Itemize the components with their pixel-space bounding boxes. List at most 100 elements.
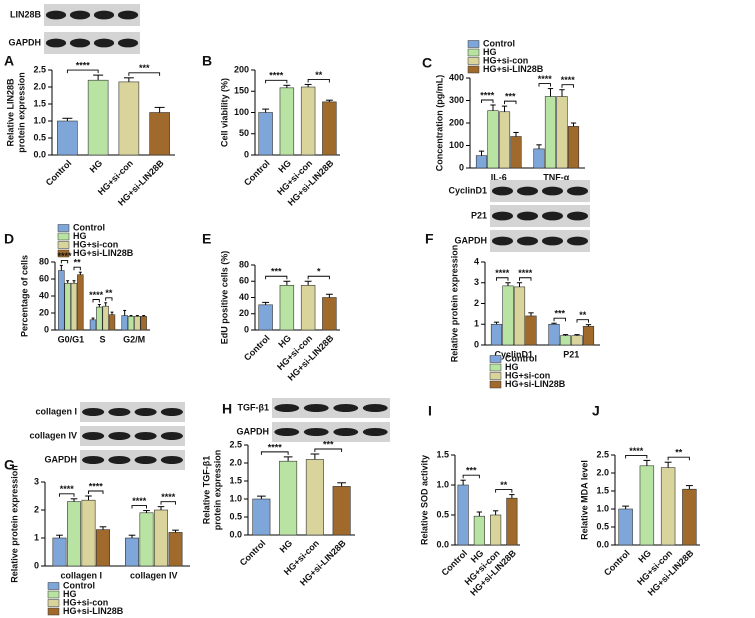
x-tick-label: G0/G1 bbox=[58, 334, 85, 344]
error-bar bbox=[304, 280, 312, 286]
y-tick-label: 0 bbox=[244, 149, 249, 159]
error-bar bbox=[62, 117, 73, 121]
y-tick-label: 150 bbox=[234, 86, 249, 96]
y-tick-label: 60 bbox=[39, 273, 49, 283]
significance-label: *** bbox=[554, 309, 565, 319]
bar bbox=[102, 305, 109, 331]
error-bar bbox=[154, 106, 165, 113]
significance-label: **** bbox=[161, 492, 176, 502]
bar bbox=[67, 501, 81, 567]
legend-label: HG bbox=[505, 362, 519, 372]
y-tick-label: 0 bbox=[244, 324, 249, 334]
error-bar bbox=[685, 485, 693, 490]
y-tick-label: 80 bbox=[39, 256, 49, 266]
bar bbox=[300, 285, 316, 331]
significance-bracket bbox=[307, 79, 330, 83]
blot-band bbox=[160, 432, 183, 440]
panel-letter: I bbox=[428, 403, 432, 419]
error-bar bbox=[143, 510, 150, 513]
panel-letter: G bbox=[4, 457, 15, 473]
significance-bracket bbox=[160, 501, 176, 505]
error-bar bbox=[72, 280, 76, 284]
significance-bracket bbox=[504, 100, 517, 105]
bar bbox=[487, 110, 499, 169]
bar bbox=[127, 316, 135, 331]
error-bar bbox=[262, 108, 270, 113]
y-tick-label: 2.5 bbox=[596, 449, 609, 459]
significance-label: **** bbox=[629, 446, 644, 456]
y-tick-label: 0.5 bbox=[596, 521, 609, 531]
blot-strip bbox=[272, 398, 390, 418]
significance-bracket bbox=[73, 266, 81, 271]
legend-label: Control bbox=[505, 353, 537, 363]
legend-swatch bbox=[467, 48, 480, 57]
bar bbox=[258, 304, 273, 331]
y-tick-label: 0.0 bbox=[33, 149, 46, 159]
error-bar bbox=[85, 495, 92, 501]
legend-swatch bbox=[57, 232, 70, 241]
error-bar bbox=[501, 105, 508, 112]
y-tick-label: 100 bbox=[234, 107, 249, 117]
y-tick-label: 1.0 bbox=[596, 503, 609, 513]
y-tick-label: 0.5 bbox=[33, 132, 46, 142]
significance-label: *** bbox=[505, 92, 516, 102]
error-bar bbox=[585, 324, 592, 327]
blot-label: GAPDH bbox=[44, 454, 77, 464]
significance-bracket bbox=[519, 277, 532, 281]
significance-label: ** bbox=[74, 258, 82, 268]
bar bbox=[525, 315, 537, 346]
bar bbox=[332, 486, 351, 536]
error-bar bbox=[551, 322, 557, 325]
bar bbox=[52, 537, 67, 567]
bar bbox=[490, 514, 502, 546]
significance-bracket bbox=[131, 505, 147, 509]
blot-band bbox=[117, 38, 139, 48]
legend-swatch bbox=[57, 241, 70, 249]
error-bar bbox=[337, 482, 346, 487]
bar bbox=[322, 101, 337, 156]
panel-letter: A bbox=[4, 53, 14, 69]
bar bbox=[473, 515, 485, 546]
bar bbox=[154, 509, 168, 567]
blot-band bbox=[333, 428, 359, 436]
x-tick-label: Control bbox=[242, 158, 272, 188]
bar bbox=[502, 285, 514, 346]
x-tick-label: Control bbox=[602, 548, 632, 578]
bar bbox=[258, 112, 273, 156]
x-tick-label: Control bbox=[238, 538, 268, 568]
y-axis-label: Percentage of cells bbox=[19, 255, 29, 337]
error-bar bbox=[536, 144, 542, 149]
panel-letter: D bbox=[4, 231, 14, 247]
y-axis-label: Relative protein expression bbox=[9, 465, 19, 583]
y-tick-label: 40 bbox=[239, 292, 249, 302]
y-axis-label: Relative MDA level bbox=[579, 460, 589, 540]
x-tick-label: P21 bbox=[563, 349, 579, 359]
bar bbox=[660, 467, 676, 546]
x-tick-label: Control bbox=[242, 333, 272, 363]
y-tick-label: 20 bbox=[239, 308, 249, 318]
error-bar bbox=[142, 315, 146, 317]
significance-bracket bbox=[105, 297, 113, 301]
y-tick-label: 100 bbox=[449, 140, 464, 150]
legend-swatch bbox=[489, 372, 502, 380]
legend-label: HG+si-LIN28B bbox=[483, 64, 544, 74]
error-bar bbox=[135, 315, 139, 317]
significance-label: **** bbox=[480, 90, 495, 100]
blot-label: GAPDH bbox=[8, 37, 41, 47]
legend-swatch bbox=[467, 65, 480, 74]
significance-bracket bbox=[553, 317, 566, 322]
error-bar bbox=[157, 506, 165, 510]
bar bbox=[475, 155, 488, 169]
panel-letter: B bbox=[202, 53, 212, 69]
y-tick-label: 2.0 bbox=[229, 457, 242, 467]
bar bbox=[457, 484, 469, 546]
y-tick-label: 2.0 bbox=[596, 467, 609, 477]
error-bar bbox=[310, 453, 320, 460]
error-bar bbox=[509, 494, 515, 499]
legend-label: HG+si-con bbox=[483, 55, 528, 65]
y-tick-label: 1.5 bbox=[436, 449, 449, 459]
error-bar bbox=[478, 150, 485, 156]
significance-label: ** bbox=[315, 70, 323, 80]
blot-strip bbox=[490, 205, 590, 227]
y-tick-label: 1.5 bbox=[596, 485, 609, 495]
